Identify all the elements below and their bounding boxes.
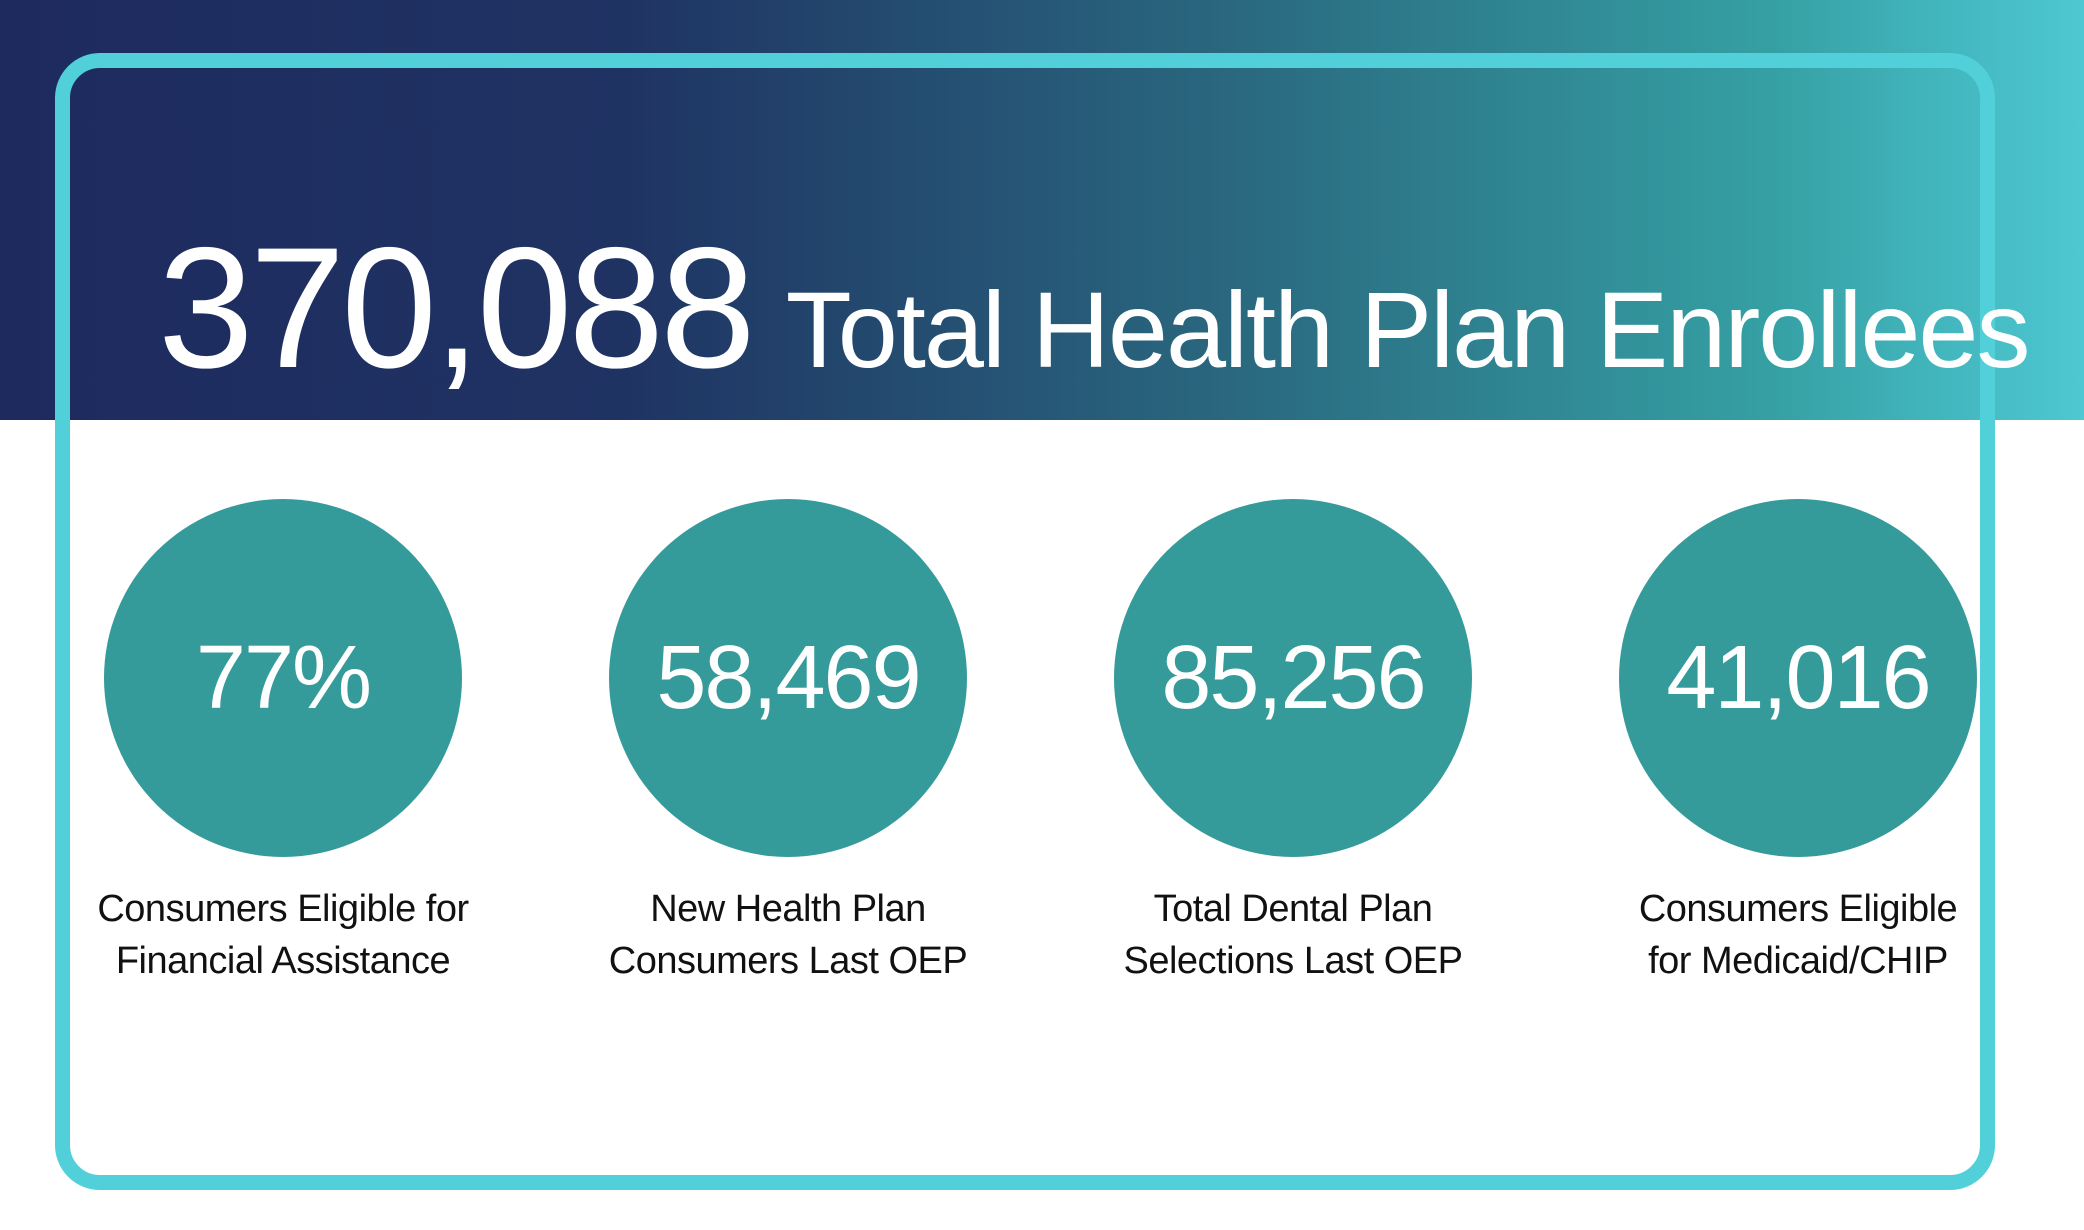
total-enrollees-value: 370,088 <box>158 212 756 404</box>
stat-medicaid-chip: 41,016 Consumers Eligible for Medicaid/C… <box>1588 499 2008 987</box>
total-enrollees-label: Total Health Plan Enrollees <box>785 269 2031 390</box>
stat-label-line: Total Dental Plan <box>1153 888 1433 930</box>
stat-circle: 85,256 <box>1114 499 1472 857</box>
stat-label-line: Consumers Last OEP <box>608 940 968 982</box>
stat-label-line: Consumers Eligible for <box>97 888 469 930</box>
stat-label: Consumers Eligible for Medicaid/CHIP <box>1588 883 2008 987</box>
stat-label-line: Financial Assistance <box>115 940 451 982</box>
stat-dental-selections: 85,256 Total Dental Plan Selections Last… <box>1083 499 1503 987</box>
stat-circle: 41,016 <box>1619 499 1977 857</box>
stat-label: Total Dental Plan Selections Last OEP <box>1083 883 1503 987</box>
stat-label-line: New Health Plan <box>650 888 926 930</box>
stat-label-line: Selections Last OEP <box>1123 940 1463 982</box>
stat-new-consumers: 58,469 New Health Plan Consumers Last OE… <box>578 499 998 987</box>
stat-label-line: for Medicaid/CHIP <box>1648 940 1948 982</box>
stat-financial-assistance: 77% Consumers Eligible for Financial Ass… <box>73 499 493 987</box>
headline: 370,088 Total Health Plan Enrollees <box>158 212 2031 404</box>
stat-circle: 77% <box>104 499 462 857</box>
stat-label: New Health Plan Consumers Last OEP <box>578 883 998 987</box>
stat-circle: 58,469 <box>609 499 967 857</box>
stat-label: Consumers Eligible for Financial Assista… <box>73 883 493 987</box>
card-frame <box>55 53 1995 1190</box>
header-band <box>0 0 2084 420</box>
stat-label-line: Consumers Eligible <box>1638 888 1958 930</box>
